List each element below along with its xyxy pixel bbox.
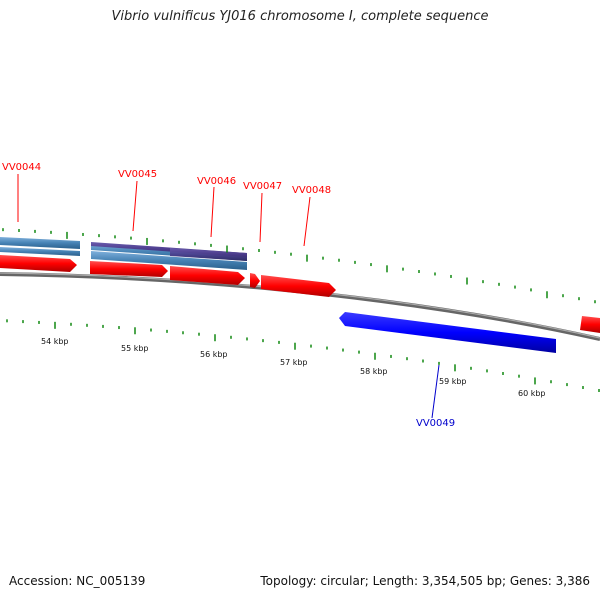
gene-label-vv0049[interactable]: VV0049 — [416, 418, 455, 429]
map-title: Vibrio vulnificus YJ016 chromosome I, co… — [111, 9, 489, 24]
gene-label-vv0044[interactable]: VV0044 — [2, 162, 41, 173]
scale-label-57kbp: 57 kbp — [280, 358, 308, 367]
cds-arrow-next[interactable] — [580, 316, 600, 333]
gene-label-vv0047[interactable]: VV0047 — [243, 181, 282, 192]
scale-label-59kbp: 59 kbp — [439, 377, 467, 386]
scale-label-60kbp: 60 kbp — [518, 389, 546, 398]
gene-labels: VV0044 VV0045 VV0046 VV0047 VV0048 VV004… — [2, 162, 455, 429]
scale-labels: 54 kbp 55 kbp 56 kbp 57 kbp 58 kbp 59 kb… — [41, 337, 546, 398]
accession-text: Accession: NC_005139 — [9, 574, 146, 588]
tick-marks — [2, 228, 600, 393]
scale-label-54kbp: 54 kbp — [41, 337, 69, 346]
cds-arrow-vv0049[interactable] — [339, 312, 556, 353]
cds-arrow-vv0047[interactable] — [250, 273, 260, 288]
cds-arrow-vv0045[interactable] — [90, 261, 168, 277]
feature-band-purple — [91, 242, 247, 261]
cds-arrow-vv0044[interactable] — [0, 255, 77, 272]
cds-arrow-vv0048[interactable] — [261, 275, 336, 297]
scale-label-58kbp: 58 kbp — [360, 367, 388, 376]
gene-label-vv0045[interactable]: VV0045 — [118, 169, 157, 180]
cds-arrow-vv0046[interactable] — [170, 266, 245, 285]
feature-band-steel-left — [0, 237, 80, 256]
gene-label-vv0048[interactable]: VV0048 — [292, 185, 331, 196]
scale-label-55kbp: 55 kbp — [121, 344, 149, 353]
sequence-summary: Topology: circular; Length: 3,354,505 bp… — [260, 574, 590, 588]
gene-leader-lines — [17, 174, 440, 419]
gene-label-vv0046[interactable]: VV0046 — [197, 176, 236, 187]
scale-label-56kbp: 56 kbp — [200, 350, 228, 359]
